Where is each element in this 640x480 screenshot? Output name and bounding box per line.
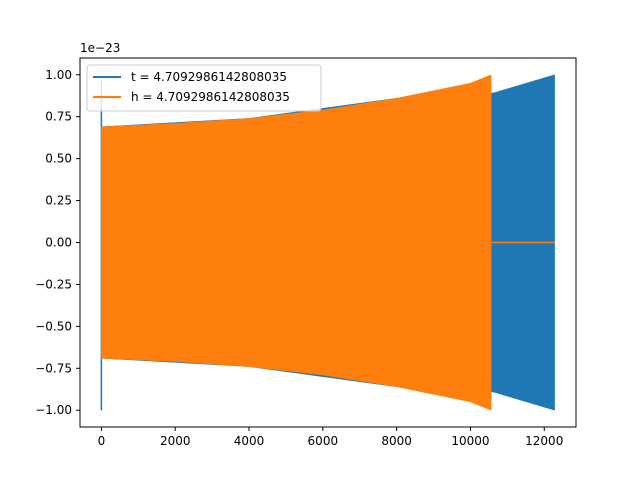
y-tick-label: 0.25 [45, 194, 72, 208]
y-multiplier-label: 1e−23 [80, 41, 120, 55]
plot-data [100, 74, 555, 411]
y-tick-label: 0.50 [45, 152, 72, 166]
y-tick-label: 0.00 [45, 236, 72, 250]
legend-box [86, 64, 322, 112]
x-tick-label: 8000 [381, 434, 412, 448]
legend: t = 4.7092986142808035 h = 4.70929861428… [86, 64, 322, 112]
x-tick-label: 12000 [525, 434, 563, 448]
y-tick-label: 1.00 [45, 68, 72, 82]
x-tick-label: 4000 [234, 434, 265, 448]
y-tick-label: −0.25 [35, 277, 72, 291]
legend-label-t: t = 4.7092986142808035 [131, 70, 287, 84]
y-tick-label: −1.00 [35, 403, 72, 417]
y-tick-label: −0.75 [35, 361, 72, 375]
x-tick-label: 10000 [451, 434, 489, 448]
y-axis: −1.00 −0.75 −0.50 −0.25 0.00 0.25 0.50 0.75 1.00 [35, 68, 80, 417]
series-h-band [101, 74, 492, 411]
x-tick-label: 6000 [308, 434, 339, 448]
x-axis: 0 2000 4000 6000 8000 10000 12000 [98, 427, 563, 448]
y-tick-label: 0.75 [45, 110, 72, 124]
x-tick-label: 0 [98, 434, 106, 448]
y-tick-label: −0.50 [35, 319, 72, 333]
legend-label-h: h = 4.7092986142808035 [131, 90, 290, 104]
x-tick-label: 2000 [160, 434, 191, 448]
